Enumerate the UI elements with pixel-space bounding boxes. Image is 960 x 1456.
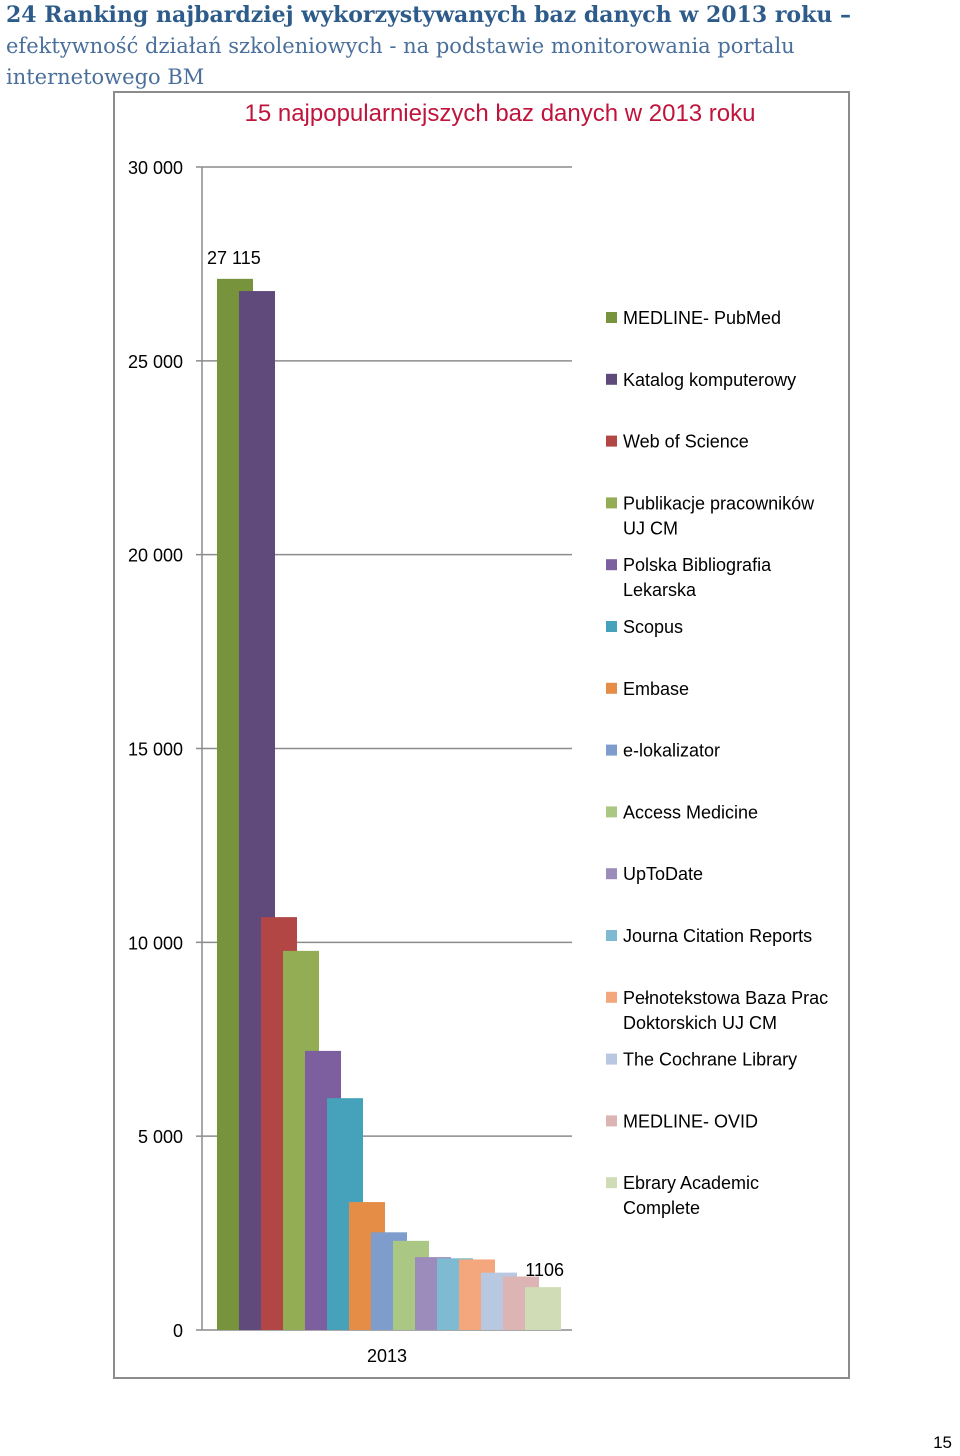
data-label: 1106 (525, 1260, 564, 1280)
y-tick-label: 0 (173, 1321, 183, 1341)
legend-label: Web of Science (623, 432, 749, 452)
legend-label: MEDLINE- PubMed (623, 308, 781, 328)
legend-label: MEDLINE- OVID (623, 1111, 758, 1131)
y-tick-label: 15 000 (128, 740, 183, 760)
legend-swatch (606, 621, 617, 632)
legend-swatch (606, 682, 617, 694)
legend-label: Journa Citation Reports (623, 926, 812, 946)
bar (525, 1287, 561, 1330)
y-tick-label: 20 000 (128, 546, 183, 566)
chart-title: 15 najpopularniejszych baz danych w 2013… (245, 100, 756, 127)
heading-subtitle-line2: internetowego BM (6, 65, 205, 89)
legend-label: Katalog komputerowy (623, 370, 796, 390)
legend-swatch (606, 930, 617, 941)
y-tick-label: 25 000 (128, 352, 183, 372)
y-tick-label: 10 000 (128, 933, 183, 953)
legend-swatch (606, 435, 617, 447)
legend-swatch (606, 991, 617, 1003)
data-label: 27 115 (207, 248, 261, 268)
legend-label: Embase (623, 679, 689, 699)
legend-label: Access Medicine (623, 802, 758, 822)
data-labels: 27 115 1106 (207, 248, 564, 1280)
y-tick-label: 5 000 (138, 1127, 183, 1147)
legend-swatch (606, 497, 617, 509)
legend-label: e-lokalizator (623, 741, 720, 761)
legend-label: The Cochrane Library (623, 1050, 797, 1070)
legend-swatch (606, 312, 617, 323)
legend-swatch (606, 744, 617, 756)
heading-subtitle-line1: efektywność działań szkoleniowych - na p… (6, 34, 795, 58)
legend: MEDLINE- PubMed Katalog komputerowy Web of… (606, 308, 828, 1218)
legend-swatch (606, 1177, 617, 1189)
y-tick-label: 30 000 (128, 158, 183, 178)
heading-title: 24 Ranking najbardziej wykorzystywanych … (6, 2, 852, 28)
page-number: 15 (933, 1433, 952, 1452)
axes: 0 5 000 10 000 15 000 20 000 25 000 30 000 2013 (128, 158, 572, 1366)
chart-frame (113, 91, 850, 1379)
legend-label: Scopus (623, 617, 683, 637)
legend-swatch (606, 1115, 617, 1127)
x-tick-label: 2013 (367, 1346, 407, 1366)
legend-swatch (606, 868, 617, 880)
legend-label: Polska Bibliografia Lekarska (623, 555, 772, 600)
legend-label: Pełnotekstowa Baza Prac Doktorskich UJ CM (623, 988, 828, 1033)
legend-label: Publikacje pracowników UJ CM (623, 493, 815, 538)
page-heading: 24 Ranking najbardziej wykorzystywanych … (6, 0, 956, 93)
legend-swatch (606, 559, 617, 571)
bars (217, 278, 561, 1331)
legend-swatch (606, 1053, 617, 1065)
legend-swatch (606, 373, 617, 385)
legend-label: UpToDate (623, 864, 703, 884)
legend-swatch (606, 806, 617, 818)
legend-label: Ebrary Academic Complete (623, 1173, 759, 1218)
